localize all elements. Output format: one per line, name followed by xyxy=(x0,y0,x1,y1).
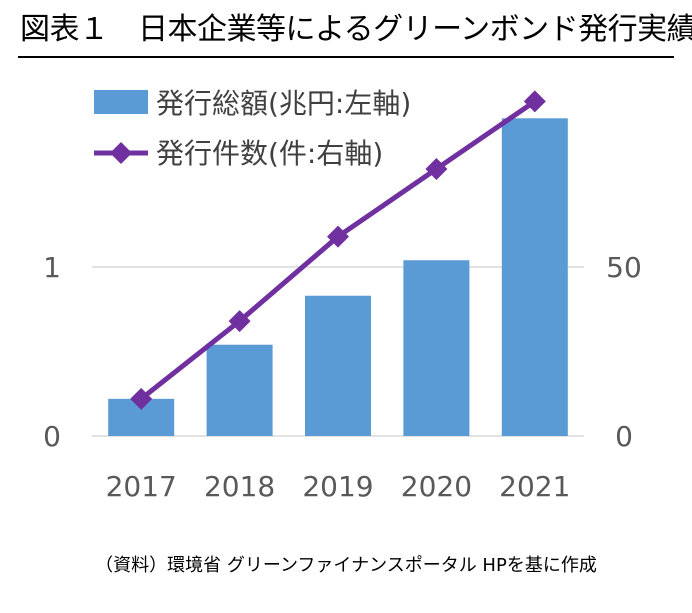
legend-swatch-amount xyxy=(94,90,148,114)
source-note: （資料）環境省 グリーンファイナンスポータル HPを基に作成 xyxy=(95,555,597,576)
bar-2020 xyxy=(403,260,470,436)
right-tick-label-1: 50 xyxy=(606,251,642,284)
point-count-2021 xyxy=(523,90,546,113)
x-tick-label-2021: 2021 xyxy=(499,470,570,503)
x-tick-label-2020: 2020 xyxy=(401,470,472,503)
legend-label-count: 発行件数(件:右軸) xyxy=(156,137,383,170)
title-underline xyxy=(18,56,674,58)
bar-2019 xyxy=(305,295,371,436)
left-tick-label-1: 1 xyxy=(43,251,61,284)
point-count-2019 xyxy=(327,225,349,248)
x-tick-label-2019: 2019 xyxy=(302,470,373,503)
legend-label-amount: 発行総額(兆円:左軸) xyxy=(156,87,411,120)
legend-swatch-count-marker xyxy=(110,142,132,164)
chart-title: 図表１ 日本企業等によるグリーンボンド発行実績 xyxy=(20,12,692,47)
point-count-2020 xyxy=(425,157,448,180)
point-count-2018 xyxy=(228,310,251,333)
right-tick-label-0: 0 xyxy=(615,420,633,453)
left-tick-label-0: 0 xyxy=(43,420,61,453)
x-tick-label-2018: 2018 xyxy=(204,470,275,503)
bar-2018 xyxy=(206,344,273,436)
x-tick-label-2017: 2017 xyxy=(106,470,177,503)
bar-2021 xyxy=(501,118,568,436)
point-count-2017 xyxy=(130,387,153,410)
